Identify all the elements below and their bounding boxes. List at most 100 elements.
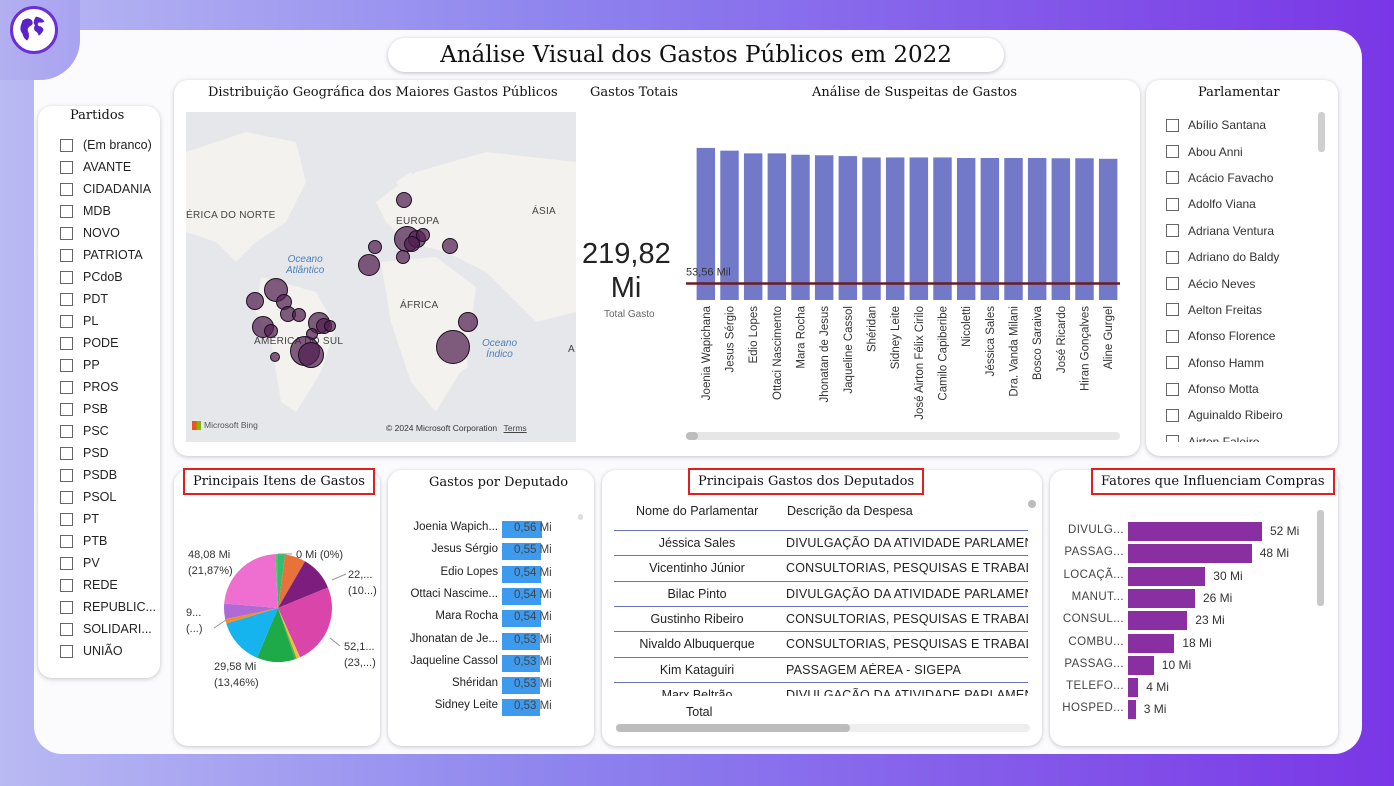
- terms-link[interactable]: Terms: [503, 423, 527, 433]
- checkbox[interactable]: [1166, 382, 1179, 396]
- deputado-bar[interactable]: [502, 587, 541, 605]
- deputado-bar[interactable]: [502, 632, 540, 650]
- itens-pie-chart[interactable]: 48,08 Mi (21,87%) 0 Mi (0%) 22,... (10...) 52…: [174, 540, 380, 740]
- geo-map[interactable]: ÉRICA DO NORTE EUROPA ÁSIA ÁFRICA AMÉRIC…: [186, 112, 576, 442]
- fatores-scrollbar[interactable]: [1317, 510, 1324, 606]
- fator-row[interactable]: MANUT... 26 Mi: [1072, 587, 1322, 609]
- checkbox[interactable]: [60, 160, 73, 174]
- checkbox[interactable]: [60, 512, 73, 526]
- checkbox[interactable]: [60, 182, 73, 196]
- map-bubble[interactable]: [368, 240, 382, 254]
- parlamentar-item[interactable]: Aguinaldo Ribeiro: [1166, 402, 1316, 428]
- checkbox[interactable]: [60, 402, 73, 416]
- suspeitas-scroll-thumb[interactable]: [686, 432, 698, 440]
- fator-bar[interactable]: [1128, 522, 1262, 541]
- partido-item[interactable]: NOVO: [60, 222, 156, 244]
- suspeita-bar[interactable]: [1051, 158, 1071, 300]
- fator-row[interactable]: TELEFO... 4 Mi: [1066, 676, 1322, 698]
- checkbox[interactable]: [1166, 118, 1179, 132]
- deputado-chart[interactable]: Joenia Wapich... 0,56 Mi Jesus Sérgio 0,55 …: [388, 518, 588, 728]
- parlamentar-item[interactable]: Afonso Motta: [1166, 376, 1316, 402]
- deputado-bar[interactable]: [502, 521, 542, 538]
- fator-row[interactable]: DIVULG... 52 Mi: [1068, 520, 1322, 542]
- checkbox[interactable]: [1166, 435, 1179, 442]
- checkbox[interactable]: [60, 204, 73, 218]
- checkbox[interactable]: [60, 446, 73, 460]
- fator-row[interactable]: PASSAG... 10 Mi: [1064, 654, 1322, 676]
- checkbox[interactable]: [60, 314, 73, 328]
- partido-item[interactable]: SOLIDARI...: [60, 618, 156, 640]
- partido-item[interactable]: PV: [60, 552, 156, 574]
- fator-bar[interactable]: [1128, 566, 1206, 586]
- parlamentar-item[interactable]: Adriana Ventura: [1166, 218, 1316, 244]
- checkbox[interactable]: [60, 358, 73, 372]
- partido-item[interactable]: MDB: [60, 200, 156, 222]
- pie-slice[interactable]: [257, 608, 296, 662]
- map-bubble[interactable]: [396, 250, 410, 264]
- checkbox[interactable]: [1166, 303, 1179, 317]
- checkbox[interactable]: [1166, 250, 1179, 264]
- deputado-bar[interactable]: [502, 654, 540, 672]
- map-bubble[interactable]: [396, 192, 412, 208]
- table-row[interactable]: Nivaldo Albuquerque CONSULTORIAS, PESQUIS…: [614, 631, 1028, 656]
- suspeita-bar[interactable]: [885, 157, 905, 300]
- suspeita-bar[interactable]: [1027, 157, 1047, 300]
- deputado-bar[interactable]: [502, 543, 542, 561]
- partido-item[interactable]: PSDB: [60, 464, 156, 486]
- checkbox[interactable]: [1166, 171, 1179, 185]
- map-bubble[interactable]: [436, 330, 470, 364]
- table-row[interactable]: Jéssica Sales DIVULGAÇÃO DA ATIVIDADE PAR…: [614, 530, 1028, 555]
- fator-bar[interactable]: [1128, 655, 1154, 675]
- map-bubble[interactable]: [324, 320, 336, 332]
- suspeita-bar[interactable]: [1004, 157, 1023, 300]
- partido-item[interactable]: CIDADANIA: [60, 178, 156, 200]
- deputado-row[interactable]: Jesus Sérgio 0,55 Mi: [388, 540, 588, 562]
- partido-item[interactable]: PODE: [60, 332, 156, 354]
- suspeita-bar[interactable]: [1075, 158, 1094, 300]
- partido-item[interactable]: PSD: [60, 442, 156, 464]
- checkbox[interactable]: [1166, 224, 1179, 238]
- map-bubble[interactable]: [292, 308, 306, 322]
- checkbox[interactable]: [60, 556, 73, 570]
- pie-slice[interactable]: [278, 608, 297, 660]
- map-bubble[interactable]: [458, 312, 478, 332]
- col-header-descricao[interactable]: Descrição da Despesa: [787, 504, 913, 518]
- suspeita-bar[interactable]: [980, 157, 1000, 300]
- deputado-row[interactable]: Shéridan 0,53 Mi: [388, 674, 588, 696]
- partido-item[interactable]: AVANTE: [60, 156, 156, 178]
- checkbox[interactable]: [60, 468, 73, 482]
- deputado-bar[interactable]: [502, 565, 541, 583]
- checkbox[interactable]: [60, 138, 73, 152]
- partido-item[interactable]: PROS: [60, 376, 156, 398]
- deputado-row[interactable]: Jaqueline Cassol 0,53 Mi: [388, 652, 588, 674]
- map-bubble[interactable]: [246, 292, 264, 310]
- suspeita-bar[interactable]: [696, 147, 716, 300]
- deputado-row[interactable]: Mara Rocha 0,54 Mi: [388, 607, 588, 629]
- fator-bar[interactable]: [1128, 633, 1175, 653]
- fator-bar[interactable]: [1128, 544, 1252, 564]
- parlamentar-item[interactable]: Acácio Favacho: [1166, 165, 1316, 191]
- pie-slice[interactable]: [278, 554, 286, 608]
- suspeita-bar[interactable]: [791, 154, 810, 300]
- checkbox[interactable]: [60, 644, 73, 658]
- deputado-row[interactable]: Sidney Leite 0,53 Mi: [388, 696, 588, 718]
- deputado-row[interactable]: Jhonatan de Je... 0,53 Mi: [388, 630, 588, 652]
- table-row[interactable]: Bilac Pinto DIVULGAÇÃO DA ATIVIDADE PARLA…: [614, 580, 1028, 606]
- parlamentar-item[interactable]: Abílio Santana: [1166, 112, 1316, 138]
- partido-item[interactable]: PP: [60, 354, 156, 376]
- checkbox[interactable]: [60, 424, 73, 438]
- checkbox[interactable]: [1166, 145, 1179, 159]
- map-bubble[interactable]: [270, 352, 280, 362]
- map-bubble[interactable]: [358, 254, 380, 276]
- suspeita-bar[interactable]: [909, 157, 929, 300]
- deputado-scrollbar[interactable]: [578, 514, 583, 520]
- pie-slice[interactable]: [278, 554, 306, 608]
- pie-slice[interactable]: [224, 554, 278, 608]
- parlamentar-item[interactable]: Adriano do Baldy: [1166, 244, 1316, 270]
- checkbox[interactable]: [60, 578, 73, 592]
- fatores-chart[interactable]: DIVULG... 52 Mi PASSAG... 48 Mi LOCAÇÃ... 30 …: [1062, 520, 1322, 730]
- fator-bar[interactable]: [1128, 588, 1195, 608]
- fator-row[interactable]: LOCAÇÃ... 30 Mi: [1064, 565, 1322, 587]
- partido-item[interactable]: PTB: [60, 530, 156, 552]
- map-bubble[interactable]: [298, 342, 324, 368]
